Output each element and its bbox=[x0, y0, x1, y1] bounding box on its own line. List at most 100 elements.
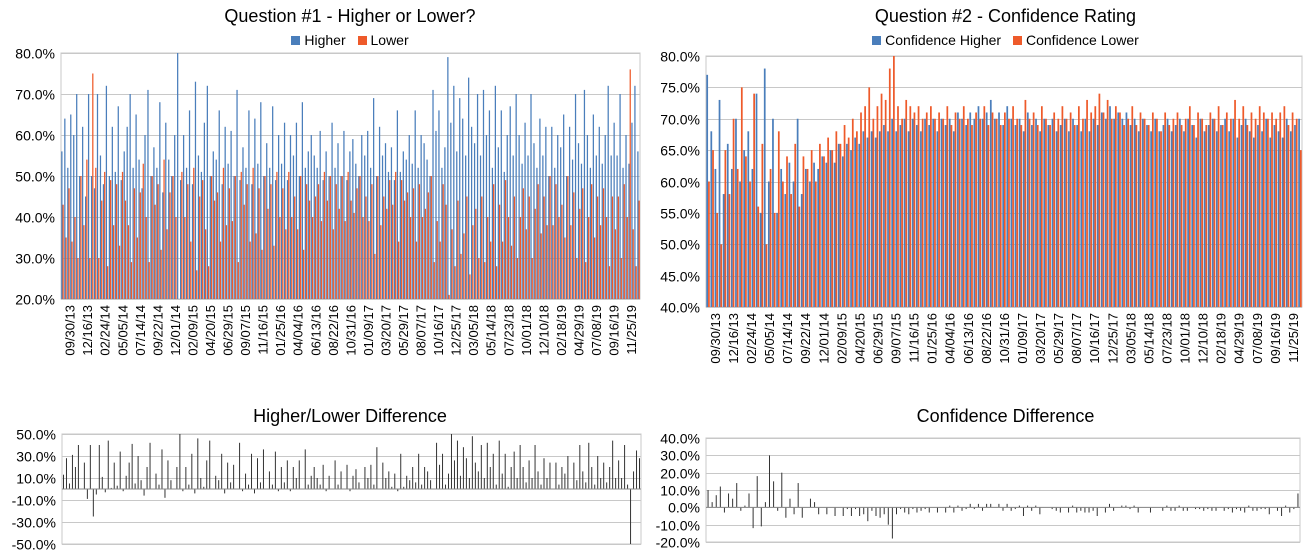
bar-lower bbox=[1069, 112, 1072, 307]
bar-lower bbox=[987, 125, 990, 307]
legend-item-confidence-higher: Confidence Higher bbox=[872, 32, 1001, 48]
bar-higher bbox=[610, 155, 612, 299]
bar-higher bbox=[1022, 131, 1025, 307]
bar-higher bbox=[560, 147, 562, 299]
bar-lower bbox=[436, 221, 438, 299]
bar-higher bbox=[977, 106, 980, 307]
bar-lower bbox=[1176, 112, 1179, 307]
bar-higher bbox=[337, 143, 339, 299]
bar-lower bbox=[979, 118, 982, 307]
bar-higher bbox=[426, 159, 428, 299]
y-tick-label: 40.0% bbox=[660, 431, 700, 447]
bar-lower bbox=[925, 112, 928, 307]
bar-higher bbox=[488, 110, 491, 300]
bar-lower bbox=[1028, 118, 1031, 307]
bar-lower bbox=[1188, 106, 1191, 307]
bar-higher bbox=[1105, 118, 1107, 307]
bar-lower bbox=[534, 208, 536, 299]
bar-higher bbox=[82, 126, 84, 299]
bar-lower bbox=[1016, 118, 1019, 307]
bar-lower bbox=[868, 87, 871, 307]
bar-higher bbox=[1277, 131, 1280, 307]
bar-higher bbox=[586, 135, 589, 299]
bar-higher bbox=[414, 110, 416, 300]
bar-higher bbox=[595, 155, 597, 299]
bar-lower bbox=[999, 125, 1002, 307]
bar-higher bbox=[1076, 125, 1078, 307]
bar-higher bbox=[370, 167, 372, 299]
bar-higher bbox=[998, 112, 1000, 307]
bar-higher bbox=[1290, 131, 1292, 307]
bar-lower bbox=[1057, 118, 1060, 307]
bar-higher bbox=[619, 94, 621, 299]
bar-lower bbox=[573, 192, 575, 299]
bar-lower bbox=[219, 241, 222, 299]
x-tick-label: 06/13/16 bbox=[308, 305, 323, 356]
bar-higher bbox=[352, 139, 354, 299]
bar-lower bbox=[962, 106, 965, 307]
bar-higher bbox=[476, 94, 479, 299]
bar-lower bbox=[184, 217, 186, 299]
bar-lower bbox=[872, 118, 875, 307]
bar-lower bbox=[1180, 125, 1183, 307]
bar-lower bbox=[282, 188, 284, 299]
bar-lower bbox=[329, 176, 331, 299]
legend-swatch-lower bbox=[357, 36, 367, 45]
bar-lower bbox=[884, 99, 887, 308]
bar-higher bbox=[601, 163, 603, 299]
x-tick-label: 10/16/17 bbox=[431, 305, 446, 356]
bar-lower bbox=[561, 204, 563, 299]
legend-item-higher: Higher bbox=[291, 32, 346, 48]
bar-higher bbox=[899, 125, 902, 307]
bar-lower bbox=[353, 212, 355, 299]
x-tick-label: 02/18/19 bbox=[554, 305, 569, 356]
bar-higher bbox=[135, 114, 137, 299]
bar-lower bbox=[522, 188, 524, 299]
bar-lower bbox=[1283, 106, 1286, 307]
bar-higher bbox=[310, 135, 312, 299]
bar-higher bbox=[944, 125, 947, 307]
x-tick-label: 05/14/18 bbox=[484, 305, 499, 356]
bar-higher bbox=[147, 89, 149, 300]
bar-lower bbox=[121, 171, 124, 299]
bar-higher bbox=[1109, 106, 1111, 307]
bar-lower bbox=[466, 196, 468, 299]
bar-higher bbox=[212, 151, 214, 299]
bar-higher bbox=[763, 68, 766, 307]
bar-higher bbox=[102, 184, 105, 299]
bar-higher bbox=[1211, 118, 1214, 307]
y-tick-label: 50.0% bbox=[15, 169, 55, 185]
bar-lower bbox=[104, 171, 106, 299]
bar-higher bbox=[957, 112, 959, 307]
bar-lower bbox=[136, 237, 138, 299]
bar-lower bbox=[199, 196, 201, 299]
x-tick-label: 09/30/13 bbox=[708, 313, 723, 364]
bar-lower bbox=[1082, 118, 1084, 307]
bar-lower bbox=[831, 150, 834, 308]
y-tick-label: 55.0% bbox=[660, 206, 700, 222]
bar-higher bbox=[209, 176, 211, 299]
bar-lower bbox=[433, 262, 435, 299]
bar-higher bbox=[156, 167, 158, 299]
bar-higher bbox=[111, 126, 113, 299]
bar-higher bbox=[747, 131, 750, 307]
bar-lower bbox=[412, 188, 415, 299]
bar-higher bbox=[554, 167, 556, 299]
bar-higher bbox=[171, 176, 173, 299]
bar-lower bbox=[380, 225, 382, 299]
bar-higher bbox=[1228, 131, 1231, 307]
bar-lower bbox=[864, 106, 866, 307]
bar-higher bbox=[272, 106, 274, 299]
bar-lower bbox=[490, 241, 492, 299]
bar-lower bbox=[463, 233, 465, 299]
x-tick-label: 02/24/14 bbox=[98, 305, 113, 356]
bar-higher bbox=[150, 176, 152, 299]
bar-lower bbox=[1040, 106, 1043, 307]
x-tick-label: 09/22/14 bbox=[798, 313, 813, 364]
chart-plot: 40.0% 45.0% 50.0% 55.0% 60.0% 65.0% 70.0% 75.0%… bbox=[660, 49, 1303, 364]
bar-lower bbox=[341, 176, 343, 299]
bar-lower bbox=[1221, 125, 1224, 307]
bar-higher bbox=[577, 143, 580, 299]
bar-higher bbox=[402, 151, 404, 299]
bar-lower bbox=[406, 192, 409, 299]
